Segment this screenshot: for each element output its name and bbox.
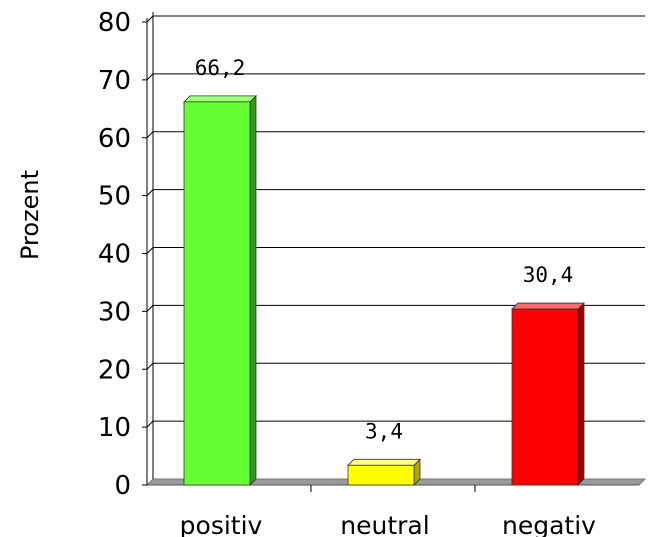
bar-positiv: [183, 101, 251, 486]
bar-top-negativ: [511, 302, 585, 310]
y-axis-label: Prozent: [16, 170, 44, 260]
y-tick-labels: 0 10 20 30 40 50 60 70 80: [98, 8, 131, 501]
data-label-neutral: 3,4: [365, 419, 403, 443]
y-tick-label: 80: [98, 8, 131, 38]
y-tick-label: 50: [98, 182, 131, 212]
y-tick-label: 40: [98, 240, 131, 270]
y-tick-label: 0: [114, 471, 131, 501]
bar-neutral: [347, 464, 415, 486]
gridline-wall: [146, 131, 154, 139]
gridline-wall: [146, 247, 154, 254]
category-label-neutral: neutral: [340, 511, 429, 537]
y-tick-label: 20: [98, 355, 131, 385]
y-tick-label: 70: [98, 66, 131, 96]
category-label-negativ: negativ: [502, 511, 596, 537]
bars: [183, 94, 585, 486]
gridline-wall: [146, 305, 154, 312]
gridline-wall: [146, 420, 154, 428]
bar-side-negativ: [577, 302, 585, 486]
y-axis: [142, 12, 476, 492]
gridline-wall: [146, 73, 154, 81]
gridline-wall: [146, 15, 154, 23]
gridline-wall: [146, 362, 154, 370]
y-tick-label: 30: [98, 297, 131, 327]
data-label-negativ: 30,4: [523, 263, 574, 287]
bar-top-positiv: [183, 95, 257, 103]
data-label-positiv: 66,2: [195, 56, 246, 80]
y-tick-label: 60: [98, 124, 131, 154]
x-category-labels: positiv neutral negativ: [180, 511, 597, 537]
bar-top-neutral: [347, 458, 421, 466]
bar-side-positiv: [249, 94, 257, 486]
bar-negativ: [511, 308, 579, 486]
y-tick-label: 10: [98, 413, 131, 443]
gridline-wall: [146, 189, 154, 196]
category-label-positiv: positiv: [180, 511, 263, 537]
data-labels: 66,2 3,4 30,4: [195, 56, 574, 443]
